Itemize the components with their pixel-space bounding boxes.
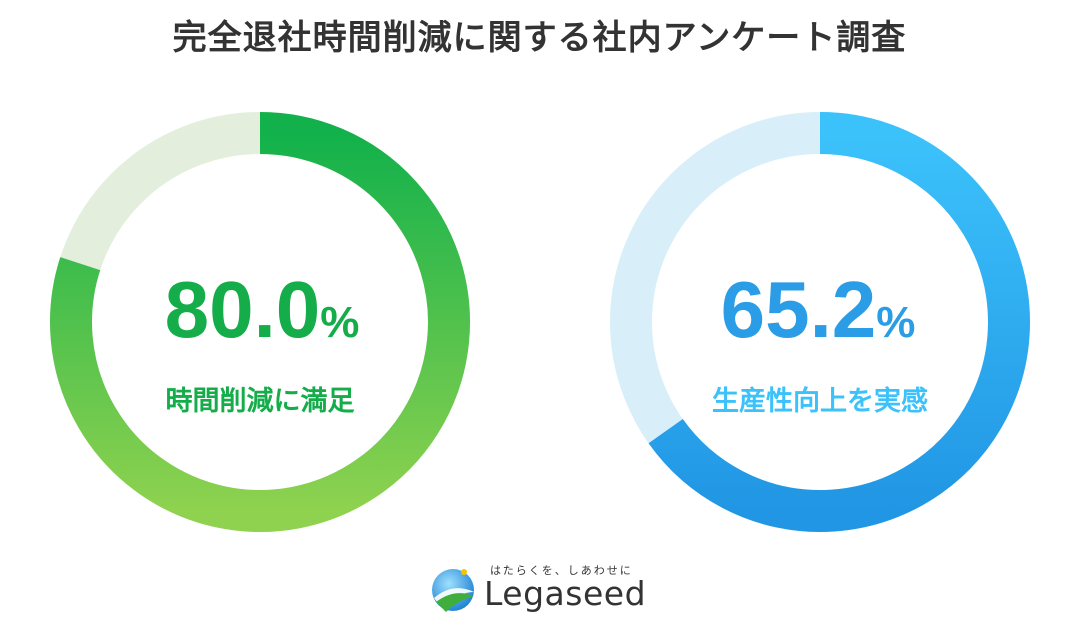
legaseed-logo: はたらくを、しあわせに Legaseed	[428, 560, 658, 620]
value-unit-satisfaction: %	[320, 298, 359, 347]
caption-satisfaction: 時間削減に満足	[166, 386, 355, 417]
value-label-satisfaction: 80.0%	[165, 265, 360, 354]
donut-arc-satisfaction	[50, 112, 470, 532]
logo-brand: Legaseed	[484, 574, 647, 613]
logo-tagline: はたらくを、しあわせに	[490, 564, 633, 577]
caption-productivity: 生産性向上を実感	[712, 385, 928, 417]
value-number-satisfaction: 80.0	[165, 265, 321, 354]
value-label-productivity: 65.2%	[721, 265, 916, 354]
page-title: 完全退社時間削減に関する社内アンケート調査	[172, 18, 907, 58]
legaseed-logo-icon	[432, 569, 474, 612]
value-unit-productivity: %	[876, 298, 915, 347]
donut-arc-productivity	[648, 112, 1030, 532]
value-number-productivity: 65.2	[721, 265, 877, 354]
